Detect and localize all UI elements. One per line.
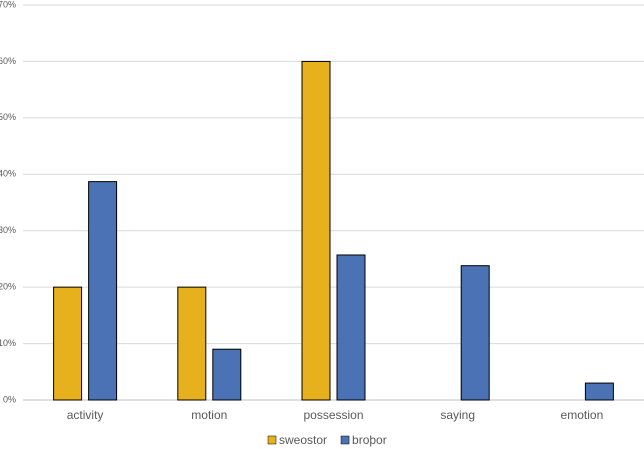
legend-label: broþor (352, 433, 387, 447)
y-tick-label: 50% (0, 112, 16, 122)
bar (460, 265, 490, 401)
legend-swatch (340, 435, 350, 445)
y-tick-label: 40% (0, 169, 16, 179)
bar (53, 286, 83, 401)
bar (88, 181, 118, 401)
y-tick-label: 70% (0, 0, 16, 9)
y-tick-label: 0% (3, 394, 16, 404)
x-tick-label: activity (67, 408, 104, 422)
y-tick-label: 10% (0, 338, 16, 348)
y-tick-label: 30% (0, 225, 16, 235)
legend-label: sweostor (279, 433, 327, 447)
bar (301, 60, 331, 401)
x-tick-label: emotion (561, 408, 604, 422)
x-tick-label: possession (303, 408, 363, 422)
bar (584, 382, 614, 401)
y-tick-label: 20% (0, 282, 16, 292)
y-tick-label: 60% (0, 56, 16, 66)
x-tick-label: saying (440, 408, 475, 422)
legend-swatch (267, 435, 277, 445)
x-tick-label: motion (191, 408, 227, 422)
bar (336, 254, 366, 401)
bar (177, 286, 207, 401)
bar (212, 348, 242, 401)
